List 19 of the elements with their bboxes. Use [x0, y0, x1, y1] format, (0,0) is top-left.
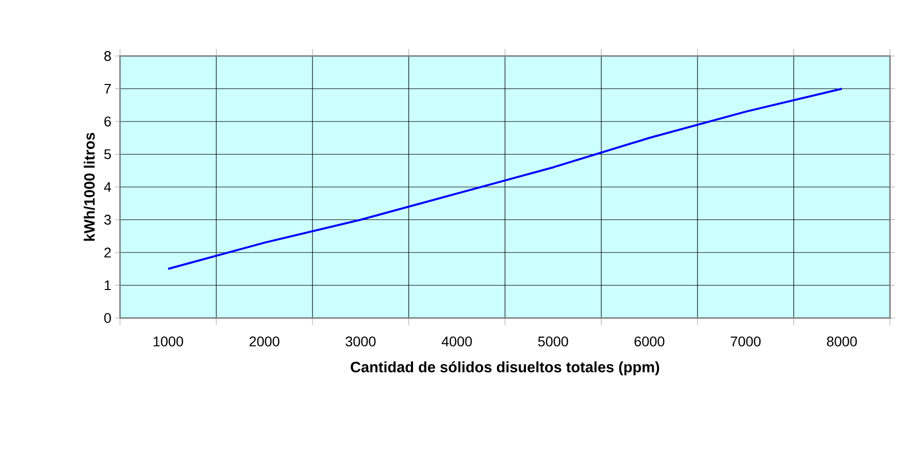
x-tick-label: 2000 — [250, 336, 280, 346]
x-tick-label: 6000 — [634, 336, 664, 346]
x-tick-label: 3000 — [346, 336, 376, 346]
x-tick-label: 1000 — [154, 336, 184, 346]
x-tick-label: 7000 — [730, 336, 761, 346]
y-axis-title: kWh/1000 litros — [84, 132, 95, 241]
y-tick-label: 7 — [104, 84, 111, 94]
x-tick-label: 5000 — [538, 336, 568, 346]
y-tick-label: 3 — [104, 214, 111, 225]
y-tick-label: 5 — [104, 149, 111, 160]
y-tick-label: 1 — [104, 280, 111, 290]
y-tick-label: 4 — [104, 182, 112, 192]
y-tick-label: 8 — [104, 51, 111, 61]
x-tick-label: 8000 — [826, 336, 857, 346]
y-tick-label: 2 — [104, 248, 111, 258]
x-axis-title: Cantidad de sólidos disueltos totales (ppm) — [350, 361, 660, 376]
x-tick-label: 4000 — [442, 336, 472, 346]
y-tick-label: 0 — [104, 313, 111, 323]
y-tick-label: 6 — [104, 116, 111, 126]
